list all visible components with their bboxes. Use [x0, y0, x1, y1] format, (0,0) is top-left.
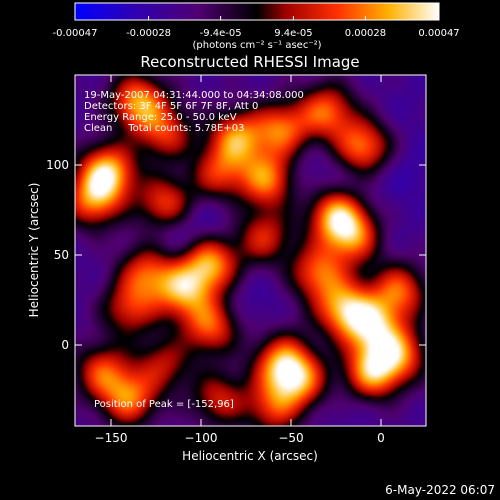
colorbar-tick-label: -0.00047: [53, 28, 98, 39]
chart-title: Reconstructed RHESSI Image: [140, 53, 359, 71]
colorbar-tick-label: 0.00028: [345, 28, 386, 39]
annotation-detectors: Detectors: 3F 4F 5F 6F 7F 8F, Att 0: [84, 101, 258, 112]
colorbar-tick-label: -9.4e-05: [200, 28, 242, 39]
annotation-time-range: 19-May-2007 04:31:44.000 to 04:34:08.000: [84, 90, 304, 101]
x-tick-label: 0: [377, 431, 385, 445]
annotation-clean-counts: Clean Total counts: 5.78E+03: [84, 123, 244, 134]
peak-position-label: Position of Peak = [-152,96]: [94, 399, 234, 410]
y-axis-label: Heliocentric Y (arcsec): [27, 183, 41, 318]
colorbar-ticks: [74, 16, 440, 20]
plot-frame: [74, 74, 427, 427]
colorbar-tick-label: -0.00028: [126, 28, 171, 39]
y-tick-label: 100: [46, 158, 69, 172]
x-tick-label: −50: [278, 431, 303, 445]
annotation-energy-range: Energy Range: 25.0 - 50.0 keV: [84, 112, 237, 123]
colorbar-unit-label: (photons cm⁻² s⁻¹ asec⁻²): [192, 40, 321, 51]
heatmap-image: [75, 75, 426, 426]
x-axis-label: Heliocentric X (arcsec): [182, 449, 318, 463]
colorbar-tick-label: 9.4e-05: [274, 28, 312, 39]
info-annotations: 19-May-2007 04:31:44.000 to 04:34:08.000…: [84, 90, 304, 410]
colorbar-tick-label: 0.00047: [418, 28, 459, 39]
y-tick-label: 0: [61, 338, 69, 352]
y-axis-ticks: 0 50 100: [46, 158, 426, 352]
y-tick-label: 50: [54, 248, 69, 262]
x-tick-label: −100: [185, 431, 218, 445]
x-tick-label: −150: [95, 431, 128, 445]
plot-area: −150 −100 −50 0 0 50 100: [46, 74, 427, 445]
colorbar-gradient: [74, 2, 440, 21]
x-axis-ticks: −150 −100 −50 0: [95, 75, 385, 445]
footer-date: 6-May-2022 06:07: [385, 483, 495, 497]
colorbar-tick-labels: -0.00047 -0.00028 -9.4e-05 9.4e-05 0.00028 0.…: [53, 28, 460, 39]
colorbar: -0.00047 -0.00028 -9.4e-05 9.4e-05 0.00028 0.…: [53, 2, 460, 51]
